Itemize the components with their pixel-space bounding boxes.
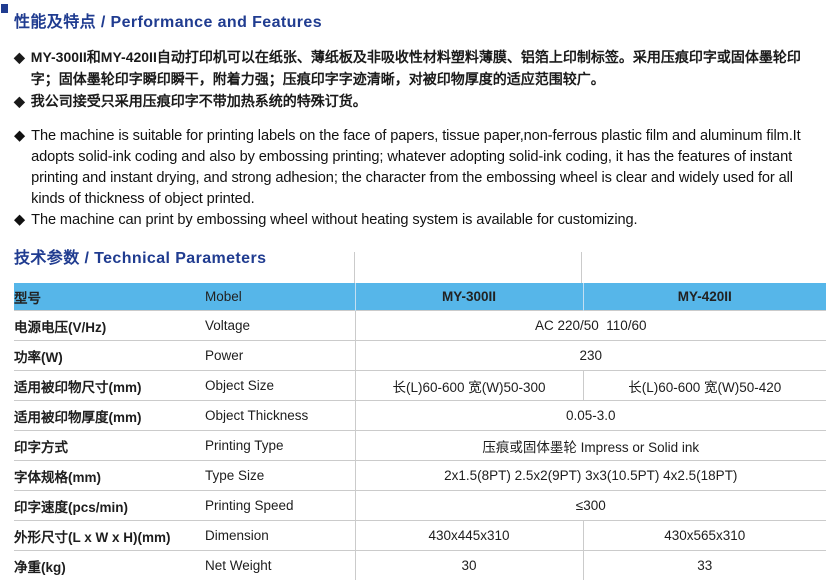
param-label-cn: 功率(W) [14,340,205,371]
param-label-en: Printing Type [205,430,355,461]
table-row-type-size: 字体规格(mm) Type Size 2x1.5(8PT) 2.5x2(9PT)… [14,460,826,491]
param-value-my300ii: 长(L)60-600 宽(W)50-300 [354,370,583,401]
table-row-net-weight: 净重(kg) Net Weight 30 33 [14,550,826,580]
feature-text-en: The machine can print by embossing wheel… [31,212,638,228]
list-item: ◆ The machine can print by embossing whe… [14,210,828,231]
table-row-dimension: 外形尺寸(L x W x H)(mm) Dimension 430x445x31… [14,520,826,551]
table-row-object-size: 适用被印物尺寸(mm) Object Size 长(L)60-600 宽(W)5… [14,370,826,401]
header-param-en: Mobel [205,283,355,311]
parameters-section-title: 技术参数 / Technical Parameters [14,250,267,267]
table-row-voltage: 电源电压(V/Hz) Voltage AC 220/50 110/60 [14,310,826,341]
param-label-cn: 适用被印物厚度(mm) [14,400,205,431]
list-item: ◆ The machine is suitable for printing l… [14,126,828,210]
column-divider-line [581,252,582,283]
param-value: 0.05-3.0 [354,400,826,431]
param-value-my300ii: 430x445x310 [354,520,583,551]
param-label-cn: 电源电压(V/Hz) [14,310,205,341]
param-label-en: Object Size [205,370,355,401]
param-value: 2x1.5(8PT) 2.5x2(9PT) 3x3(10.5PT) 4x2.5(… [354,460,826,491]
features-english-list: ◆ The machine is suitable for printing l… [14,126,828,231]
param-label-en: Power [205,340,355,371]
feature-text-en: The machine is suitable for printing lab… [31,128,801,207]
param-label-en: Dimension [205,520,355,551]
param-value: 230 [354,340,826,371]
table-row-printing-speed: 印字速度(pcs/min) Printing Speed ≤300 [14,490,826,521]
list-item: ◆ MY-300II和MY-420II自动打印机可以在纸张、薄纸板及非吸收性材料… [14,46,828,90]
param-label-en: Object Thickness [205,400,355,431]
param-label-cn: 印字速度(pcs/min) [14,490,205,521]
param-value-my420ii: 430x565x310 [582,520,826,551]
table-row-printing-type: 印字方式 Printing Type 压痕或固体墨轮 Impress or So… [14,430,826,461]
diamond-bullet-icon: ◆ [14,49,25,65]
param-label-cn: 适用被印物尺寸(mm) [14,370,205,401]
param-label-en: Type Size [205,460,355,491]
param-value: ≤300 [354,490,826,521]
diamond-bullet-icon: ◆ [14,93,25,109]
param-label-cn: 外形尺寸(L x W x H)(mm) [14,520,205,551]
param-label-en: Net Weight [205,558,272,573]
table-row-object-thickness: 适用被印物厚度(mm) Object Thickness 0.05-3.0 [14,400,826,431]
param-value-my420ii: 33 [582,550,826,580]
features-chinese-list: ◆ MY-300II和MY-420II自动打印机可以在纸张、薄纸板及非吸收性材料… [14,46,828,112]
features-section-title: 性能及特点 / Performance and Features [14,14,322,31]
header-model-my300ii: MY-300II [354,283,583,311]
table-row-power: 功率(W) Power 230 [14,340,826,371]
param-value: 压痕或固体墨轮 Impress or Solid ink [354,430,826,461]
param-label-cn: 字体规格(mm) [14,460,205,491]
param-label-en: Printing Speed [205,490,355,521]
param-value-my420ii: 长(L)60-600 宽(W)50-420 [582,370,826,401]
list-item: ◆ 我公司接受只采用压痕印字不带加热系统的特殊订货。 [14,90,828,112]
feature-text-cn: 我公司接受只采用压痕印字不带加热系统的特殊订货。 [30,93,367,109]
corner-mark [1,4,8,13]
param-value: AC 220/50 110/60 [354,310,826,341]
header-param-cn: 型号 [14,283,205,311]
diamond-bullet-icon: ◆ [14,128,26,144]
feature-text-cn: MY-300II和MY-420II自动打印机可以在纸张、薄纸板及非吸收性材料塑料… [30,49,801,87]
param-label-en: Voltage [205,310,355,341]
header-model-my420ii: MY-420II [582,283,826,311]
diamond-bullet-icon: ◆ [14,212,26,228]
technical-parameters-table: 型号 Mobel MY-300II MY-420II 电源电压(V/Hz) Vo… [14,283,826,580]
param-label-cn: 净重(kg) [14,559,66,575]
table-header-row: 型号 Mobel MY-300II MY-420II [14,283,826,311]
param-value-my300ii: 30 [354,550,583,580]
param-label-cn: 印字方式 [14,430,205,461]
column-divider-line [354,252,355,283]
